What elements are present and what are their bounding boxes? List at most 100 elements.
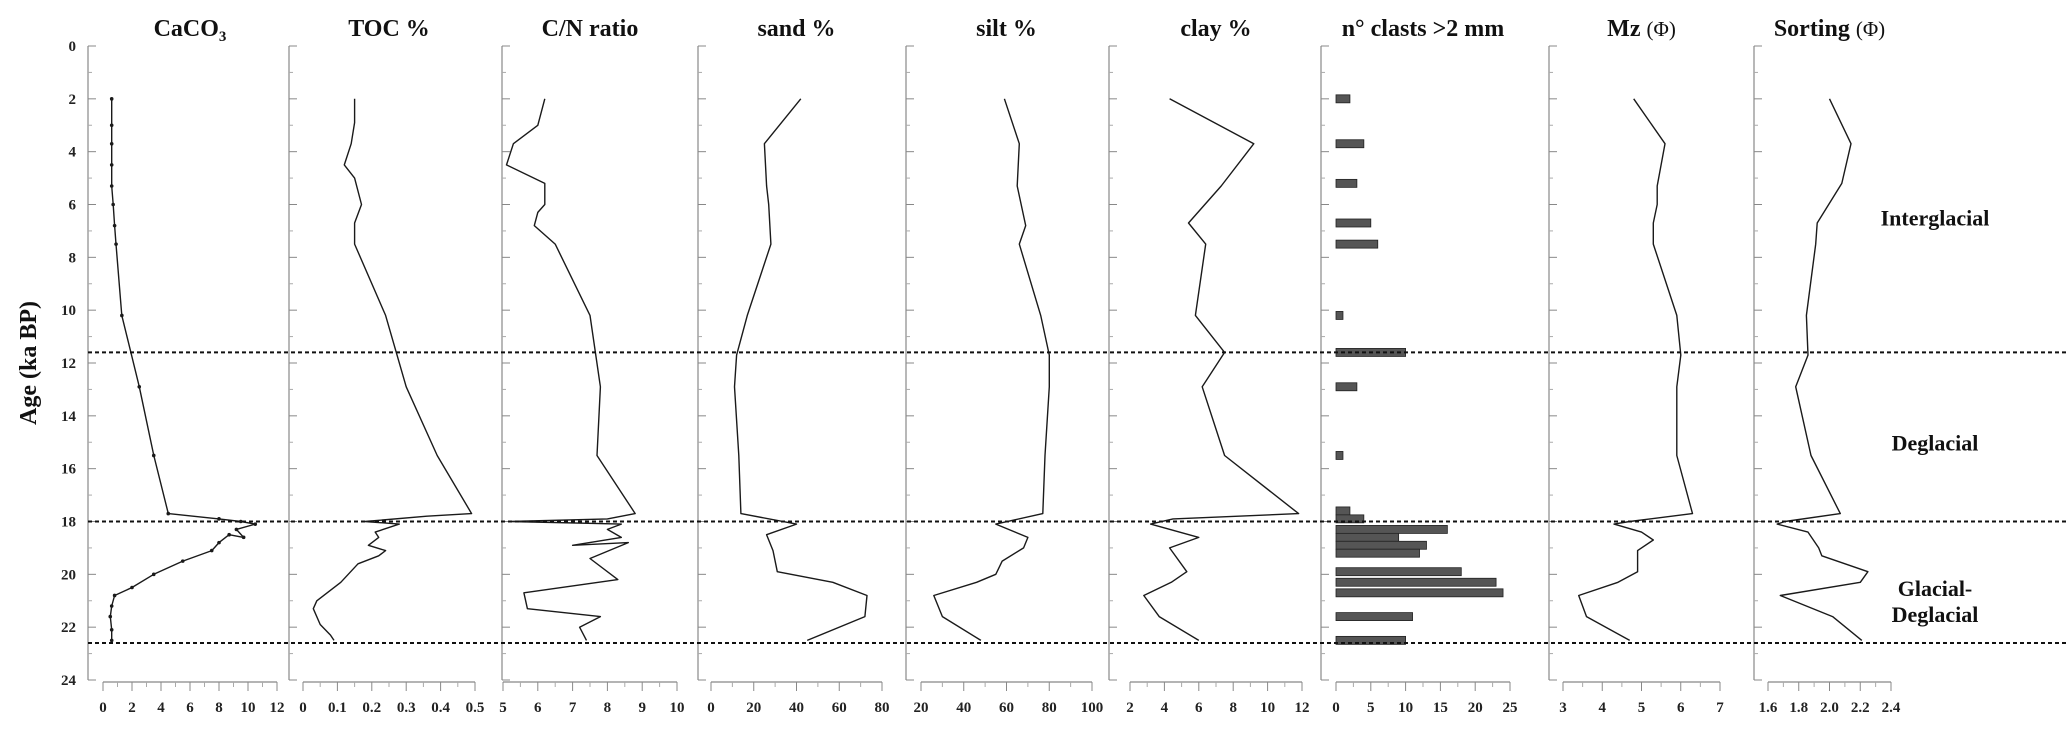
series-line (1577, 98, 1694, 642)
bar (1335, 311, 1344, 320)
x-tick-label: 0 (707, 700, 715, 716)
panel-title: C/N ratio (542, 16, 639, 42)
panel-3: 5 6 7 8 9 10 C/N ratio (499, 16, 684, 716)
zone-label: Deglacial (1892, 602, 1979, 627)
zone-label: Deglacial (1892, 430, 1979, 455)
x-tick-label: 0.1 (328, 700, 347, 716)
bar (1335, 139, 1365, 149)
x-tick-label: 0 (299, 700, 307, 716)
panel-9: 1.6 1.8 2.0 2.2 2.4 Sorting (Φ) (1753, 16, 1901, 716)
bar (1335, 525, 1448, 534)
data-point (120, 313, 124, 318)
bar (1335, 540, 1427, 550)
series-line (733, 98, 868, 642)
x-tick-label: 20 (746, 700, 761, 716)
x-tick-label: 6 (1195, 700, 1203, 716)
bar (1335, 567, 1462, 577)
panel-title: Sorting (Φ) (1774, 16, 1885, 42)
data-point (109, 97, 114, 101)
x-tick-label: 6 (1677, 700, 1685, 716)
data-point (217, 517, 221, 521)
panel-6: 2 4 6 8 10 12 clay % (1108, 16, 1310, 716)
x-tick-label: 10 (1398, 700, 1413, 716)
x-tick-label: 10 (1260, 700, 1275, 716)
x-tick-label: 0.5 (466, 700, 485, 716)
series-line (505, 98, 636, 641)
bar (1335, 178, 1358, 188)
bar (1335, 548, 1420, 558)
panel-title: n° clasts >2 mm (1342, 16, 1505, 42)
x-tick-label: 25 (1503, 700, 1518, 716)
panel-4: 0 20 40 60 80 sand % (697, 16, 890, 716)
x-tick-label: 2.4 (1882, 700, 1901, 716)
panel-title: silt % (976, 16, 1037, 42)
x-tick-label: 8 (1229, 700, 1237, 716)
x-tick-label: 0.4 (431, 700, 450, 716)
series-line (1143, 98, 1300, 642)
zone-label: Glacial- (1898, 576, 1973, 601)
x-tick-label: 12 (270, 700, 285, 716)
data-point (227, 532, 231, 537)
panel-7: 0 5 10 15 20 25 n° clasts >2 mm (1320, 16, 1518, 716)
y-tick-label: 18 (61, 515, 76, 531)
data-point (109, 163, 114, 167)
y-tick-label: 4 (69, 145, 77, 161)
bar (1335, 588, 1504, 598)
y-tick-label: 0 (69, 39, 77, 55)
bar (1335, 451, 1344, 460)
x-tick-label: 60 (999, 700, 1014, 716)
y-tick-label: 22 (61, 620, 76, 636)
panel-title: sand % (757, 16, 835, 42)
x-tick-label: 15 (1433, 700, 1448, 716)
x-tick-label: 10 (241, 700, 256, 716)
y-tick-label: 14 (61, 409, 77, 425)
x-tick-label: 60 (832, 700, 847, 716)
bar (1335, 514, 1365, 524)
y-tick-label: 24 (61, 673, 77, 689)
data-point (217, 540, 221, 545)
series-line (312, 98, 473, 641)
x-tick-label: 2.2 (1851, 700, 1870, 716)
x-tick-label: 9 (638, 700, 646, 716)
y-tick-label: 10 (61, 303, 76, 319)
y-tick-label: 2 (69, 92, 77, 108)
y-tick-label: 12 (61, 356, 76, 372)
data-point (112, 593, 117, 598)
data-point (109, 141, 114, 146)
y-tick-label: 8 (69, 250, 77, 266)
bar (1335, 506, 1351, 516)
bar (1335, 94, 1351, 104)
x-tick-label: 40 (956, 700, 971, 716)
x-tick-label: 80 (875, 700, 890, 716)
series-line (933, 98, 1051, 641)
panel-5: 20 40 60 80 100 silt % (905, 16, 1104, 716)
x-tick-label: 0.2 (362, 700, 381, 716)
bar (1335, 612, 1413, 621)
panel-2: 0 0.1 0.2 0.3 0.4 0.5 TOC % (288, 16, 485, 716)
data-point (109, 123, 114, 128)
series-line (109, 98, 257, 641)
x-tick-label: 1.8 (1789, 700, 1808, 716)
x-tick-label: 7 (1716, 700, 1724, 716)
x-tick-label: 2.0 (1820, 700, 1839, 716)
x-tick-label: 0 (99, 700, 107, 716)
y-tick-label: 16 (61, 462, 77, 478)
data-point (241, 535, 246, 540)
panel-title: TOC % (348, 16, 430, 42)
y-tick-label: 6 (69, 198, 77, 214)
bar (1335, 635, 1406, 645)
zone-label: Interglacial (1881, 206, 1990, 231)
x-tick-label: 10 (670, 700, 685, 716)
x-tick-label: 5 (1638, 700, 1646, 716)
data-point (238, 519, 243, 524)
panel-title: CaCO3 (154, 16, 227, 45)
data-point (166, 511, 171, 516)
x-tick-label: 4 (1599, 700, 1607, 716)
x-tick-label: 100 (1081, 700, 1104, 716)
data-point (109, 184, 114, 188)
data-point (151, 453, 156, 458)
x-tick-label: 40 (789, 700, 804, 716)
x-tick-label: 0 (1332, 700, 1340, 716)
